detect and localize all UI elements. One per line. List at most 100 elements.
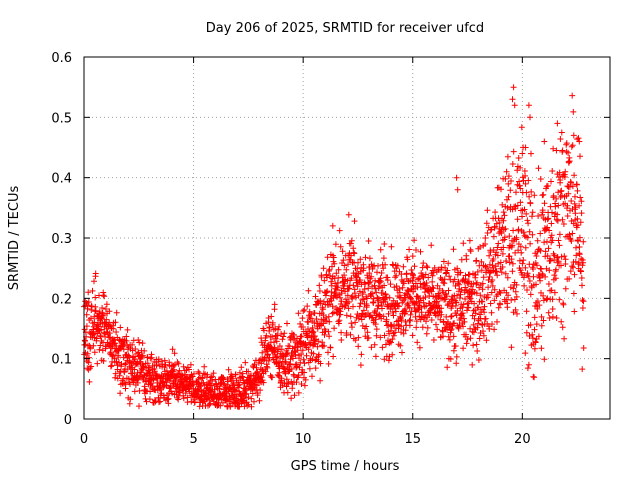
data-point xyxy=(504,274,511,281)
data-point xyxy=(139,352,146,359)
data-point xyxy=(554,254,560,261)
data-point xyxy=(295,372,302,379)
data-point xyxy=(552,275,559,282)
x-tick-labels: 0 5 10 15 20 xyxy=(80,432,531,447)
data-point xyxy=(91,278,97,285)
data-point xyxy=(377,312,384,319)
data-point xyxy=(440,258,447,265)
x-tick-label: 0 xyxy=(80,432,88,447)
data-point xyxy=(153,362,160,368)
data-point xyxy=(580,238,587,245)
data-point xyxy=(564,213,571,219)
data-point xyxy=(525,361,532,368)
data-point xyxy=(552,203,559,210)
data-point xyxy=(470,321,477,328)
data-point xyxy=(566,231,573,238)
data-point xyxy=(239,398,246,405)
data-point xyxy=(448,296,455,303)
data-point xyxy=(466,271,473,278)
x-tick-label: 15 xyxy=(404,432,421,447)
data-point xyxy=(509,260,516,267)
data-point xyxy=(515,247,522,254)
data-point xyxy=(210,370,217,377)
data-point xyxy=(518,249,525,256)
data-point xyxy=(139,340,146,347)
data-point xyxy=(322,292,329,299)
data-point xyxy=(444,302,451,309)
data-point xyxy=(460,345,467,352)
data-point xyxy=(138,353,145,360)
data-point xyxy=(446,336,453,343)
data-point xyxy=(251,398,257,405)
data-point xyxy=(245,368,252,375)
data-point xyxy=(494,252,501,259)
data-point xyxy=(151,368,158,375)
data-point xyxy=(483,294,490,301)
data-point xyxy=(414,339,421,346)
data-point xyxy=(462,296,469,302)
data-point xyxy=(365,334,372,341)
data-point xyxy=(411,263,418,270)
data-point xyxy=(107,334,114,341)
data-point xyxy=(450,333,457,340)
data-point xyxy=(541,200,548,207)
data-point xyxy=(558,129,565,136)
data-point xyxy=(473,257,480,264)
data-point xyxy=(529,213,535,220)
data-point xyxy=(428,242,435,249)
data-point xyxy=(463,331,469,338)
data-point xyxy=(556,231,563,238)
data-point xyxy=(502,175,509,182)
data-point xyxy=(92,270,99,277)
data-point xyxy=(504,153,511,160)
data-point xyxy=(390,297,397,304)
data-point xyxy=(569,142,576,149)
data-point xyxy=(530,273,537,280)
data-point xyxy=(351,218,358,225)
data-point xyxy=(347,313,354,320)
data-point xyxy=(455,325,462,332)
data-point xyxy=(357,362,364,369)
data-point xyxy=(382,341,389,348)
data-point xyxy=(147,355,154,362)
data-point xyxy=(393,283,400,290)
data-point xyxy=(372,285,379,292)
data-point xyxy=(534,298,541,305)
data-point xyxy=(312,365,319,372)
data-point xyxy=(325,360,332,367)
data-point xyxy=(522,244,529,251)
data-point xyxy=(375,262,381,269)
data-point xyxy=(514,216,521,223)
data-point xyxy=(337,243,344,250)
data-point xyxy=(549,237,556,244)
data-point xyxy=(557,136,564,142)
data-point xyxy=(531,326,538,333)
data-point xyxy=(326,266,333,273)
data-point xyxy=(338,298,345,305)
data-point xyxy=(258,339,265,346)
data-point xyxy=(262,368,269,375)
data-point xyxy=(148,354,155,361)
data-point xyxy=(396,285,403,292)
data-point xyxy=(127,396,134,403)
data-point xyxy=(435,312,441,319)
data-point xyxy=(346,285,353,292)
data-point xyxy=(313,316,320,322)
data-point xyxy=(556,242,563,249)
data-point xyxy=(514,310,520,317)
x-tick-label: 10 xyxy=(295,432,312,447)
data-point xyxy=(534,262,540,269)
data-point xyxy=(421,303,428,310)
data-point xyxy=(373,289,380,296)
data-point xyxy=(569,263,575,270)
data-point xyxy=(467,335,474,342)
data-point xyxy=(362,254,369,261)
data-point xyxy=(86,354,92,361)
data-point xyxy=(535,165,542,172)
data-point xyxy=(554,211,561,218)
data-point xyxy=(567,268,574,275)
data-point xyxy=(96,308,103,315)
data-point xyxy=(525,220,532,227)
data-point xyxy=(527,114,533,121)
data-point xyxy=(461,318,468,325)
